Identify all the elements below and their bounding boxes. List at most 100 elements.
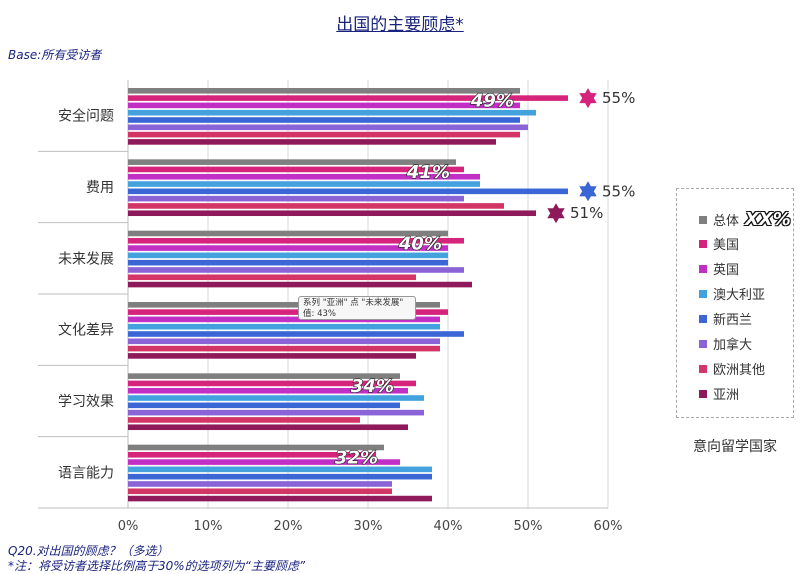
callout-label: 51%: [570, 204, 603, 222]
bar: [128, 95, 568, 101]
bar: [128, 195, 464, 202]
bar: [128, 245, 448, 251]
bar: [128, 353, 416, 359]
overall-value-label: 40%: [398, 233, 442, 254]
base-note: Base:所有受访者: [8, 48, 102, 62]
bar: [128, 181, 480, 187]
bar: [128, 109, 536, 116]
footnote-note: *注：将受访者选择比例高于30%的选项列为“主要顾虑”: [8, 559, 306, 573]
x-tick-label: 10%: [194, 519, 223, 534]
bar: [128, 323, 440, 330]
bar: [128, 451, 376, 458]
category-label: 未来发展: [58, 251, 114, 267]
bar: [128, 131, 520, 138]
bar: [128, 409, 424, 416]
category-label: 费用: [86, 180, 114, 196]
tooltip-line-2: 值: 43%: [303, 309, 336, 319]
legend-item: 亚洲: [699, 384, 739, 403]
bar: [128, 267, 464, 273]
bar: [128, 173, 480, 180]
bar: [128, 117, 520, 123]
legend-swatch: [699, 264, 707, 273]
legend-swatch: [699, 289, 707, 298]
bar: [128, 259, 448, 266]
legend-label: 澳大利亚: [713, 288, 766, 303]
bar: [128, 373, 400, 379]
legend-label: 加拿大: [713, 338, 753, 353]
bar: [128, 166, 464, 173]
bar: [128, 252, 448, 259]
bar: [128, 274, 416, 281]
legend-swatch: [699, 215, 707, 224]
category-label: 学习效果: [58, 394, 114, 410]
bar: [128, 188, 568, 195]
bar: [128, 345, 440, 352]
x-tick-label: 60%: [594, 519, 623, 534]
x-tick-label: 40%: [434, 519, 463, 534]
tooltip: 系列 "亚洲" 点 "未来发展" 值: 43%: [298, 296, 416, 320]
bar: [128, 331, 464, 337]
star-marker-icon: [579, 181, 597, 202]
bar: [128, 302, 440, 308]
category-label: 语言能力: [58, 465, 114, 481]
bar: [128, 159, 456, 165]
bar: [128, 124, 528, 131]
tooltip-line-1: 系列 "亚洲" 点 "未来发展": [303, 298, 404, 308]
bar: [128, 417, 360, 423]
bar: [128, 466, 432, 473]
bar: [128, 281, 472, 288]
legend-label: 欧洲其他: [713, 363, 766, 378]
category-label: 文化差异: [58, 323, 114, 339]
legend-item: 美国: [699, 234, 739, 253]
legend-item: 新西兰: [699, 309, 752, 328]
legend-overall-tag: XX%: [745, 209, 791, 230]
overall-value-label: 41%: [406, 162, 450, 183]
bar: [128, 237, 464, 244]
bar: [128, 309, 448, 315]
bar: [128, 481, 392, 487]
legend-swatch: [699, 389, 707, 398]
bar: [128, 380, 416, 387]
legend-swatch: [699, 239, 707, 248]
overall-value-label: 49%: [470, 91, 514, 112]
bar: [128, 495, 432, 502]
bar: [128, 230, 448, 237]
legend-swatch: [699, 364, 707, 373]
legend: 总体 XX% 美国英国澳大利亚新西兰加拿大欧洲其他亚洲: [676, 188, 794, 418]
legend-item: 澳大利亚: [699, 284, 765, 303]
bar: [128, 139, 496, 145]
bar: [128, 424, 408, 431]
callout-label: 55%: [602, 89, 635, 107]
legend-label: 新西兰: [713, 313, 753, 328]
bar: [128, 210, 536, 217]
legend-label: 英国: [713, 263, 740, 278]
bar: [128, 444, 384, 451]
bar: [128, 316, 440, 323]
bar: [128, 395, 424, 401]
bar: [128, 203, 504, 209]
star-marker-icon: [579, 88, 597, 109]
legend-item: 欧洲其他: [699, 359, 765, 378]
bar: [128, 88, 520, 94]
overall-value-label: 34%: [351, 376, 394, 397]
x-tick-label: 50%: [514, 519, 543, 534]
bar: [128, 488, 392, 495]
bar: [128, 402, 400, 409]
bar: [128, 387, 408, 394]
x-tick-label: 30%: [354, 519, 383, 534]
bar: [128, 102, 520, 109]
legend-caption: 意向留学国家: [693, 439, 777, 455]
x-tick-label: 0%: [118, 519, 139, 534]
legend-item: 总体 XX%: [699, 209, 791, 230]
legend-label: 亚洲: [713, 388, 740, 403]
legend-swatch: [699, 314, 707, 323]
legend-item: 加拿大: [699, 334, 752, 353]
callout-label: 55%: [602, 182, 635, 200]
x-tick-label: 20%: [274, 519, 303, 534]
bar: [128, 459, 400, 465]
legend-swatch: [699, 339, 707, 348]
star-marker-icon: [547, 203, 565, 224]
legend-label: 美国: [713, 238, 740, 253]
bar: [128, 473, 432, 480]
